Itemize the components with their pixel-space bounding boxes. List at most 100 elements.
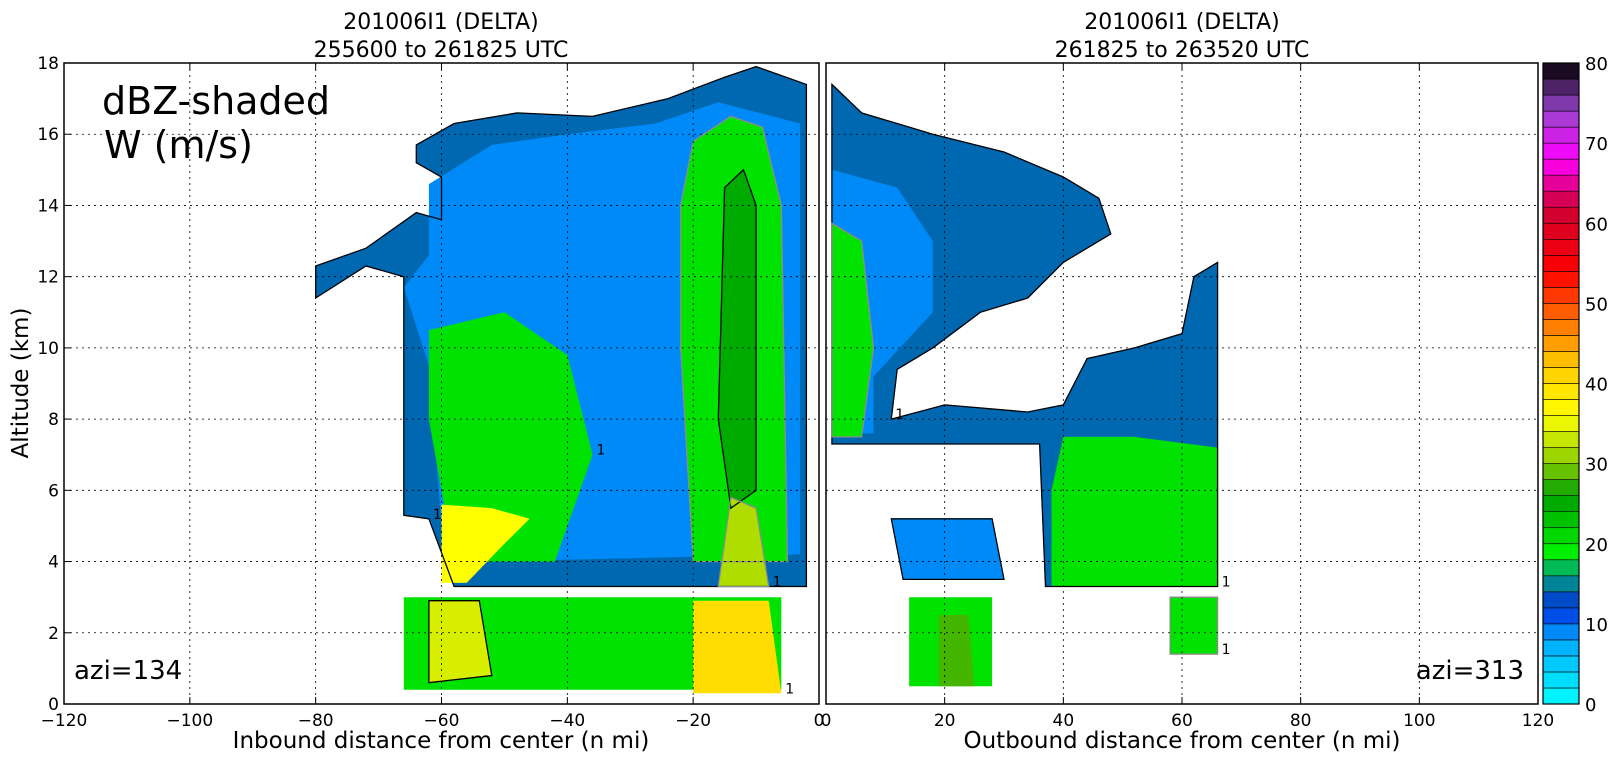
left-w-contour-label-3: 1 <box>597 443 606 459</box>
colorbar-segment-28 <box>1542 463 1580 480</box>
left-w-contour-label-0: 1 <box>433 507 442 523</box>
colorbar-segment-74 <box>1542 94 1580 112</box>
right-w-contour-label-3: 1 <box>1222 574 1231 590</box>
right-dbz-region-4 <box>891 518 1004 580</box>
colorbar: 0 10 20 30 40 50 60 70 80 <box>1542 54 1608 716</box>
colorbar-tick-label-7: 70 <box>1585 134 1608 155</box>
left-dbz-region-8 <box>428 600 492 683</box>
left-y-ticks: 0 2 4 6 8 10 12 14 16 18 <box>37 54 71 715</box>
colorbar-tick-label-1: 10 <box>1585 615 1608 636</box>
colorbar-segment-0 <box>1542 687 1580 705</box>
colorbar-segment-72 <box>1542 110 1580 128</box>
right-w-contour-0 <box>831 82 1219 588</box>
right-x-tick-label-0: 0 <box>821 711 832 731</box>
right-w-contours: 1 1 1 <box>831 82 1231 658</box>
right-w-contour-4 <box>890 518 1005 581</box>
left-w-contour-label-9: 1 <box>785 681 794 697</box>
right-x-axis-label: Outbound distance from center (n mi) <box>964 728 1401 754</box>
left-x-axis-label: Inbound distance from center (n mi) <box>233 728 650 754</box>
colorbar-segment-22 <box>1542 511 1580 529</box>
colorbar-segment-58 <box>1542 222 1580 240</box>
colorbar-segment-62 <box>1542 190 1580 208</box>
colorbar-segment-48 <box>1542 303 1580 320</box>
y-tick-label-4: 8 <box>48 410 59 430</box>
colorbar-tick-label-8: 80 <box>1585 54 1608 75</box>
colorbar-tick-label-0: 0 <box>1585 695 1596 716</box>
colorbar-segment-52 <box>1542 271 1580 288</box>
left-grid <box>64 63 819 704</box>
colorbar-segment-26 <box>1542 479 1580 496</box>
y-axis-label: Altitude (km) <box>8 308 34 459</box>
colorbar-segment-42 <box>1542 351 1580 368</box>
left-w-contour-0 <box>315 65 808 588</box>
y-tick-label-5: 10 <box>37 339 59 359</box>
left-title: 201006I1 (DELTA) <box>343 10 538 35</box>
left-x-tick-label-3: −60 <box>424 711 460 731</box>
right-w-contour-label-6: 1 <box>1222 642 1231 658</box>
right-dbz-shading <box>831 84 1218 687</box>
left-dbz-region-5 <box>441 504 530 583</box>
right-dbz-region-6 <box>1170 597 1218 655</box>
right-grid <box>826 63 1538 704</box>
colorbar-tick-label-4: 40 <box>1585 375 1608 396</box>
colorbar-segment-36 <box>1542 399 1580 416</box>
colorbar-segment-40 <box>1542 367 1580 384</box>
colorbar-tick-label-3: 30 <box>1585 455 1608 476</box>
right-dbz-region-7 <box>938 615 975 687</box>
right-w-contour-6 <box>1169 596 1219 655</box>
colorbar-segment-12 <box>1542 591 1580 609</box>
right-subtitle: 261825 to 263520 UTC <box>1055 38 1310 63</box>
y-tick-label-8: 16 <box>37 125 59 145</box>
colorbar-segment-34 <box>1542 415 1580 432</box>
colorbar-segment-8 <box>1542 623 1580 641</box>
left-dbz-region-3 <box>428 312 593 562</box>
y-tick-label-0: 0 <box>48 695 59 715</box>
left-dbz-region-4 <box>718 169 757 509</box>
y-tick-label-9: 18 <box>37 54 59 74</box>
colorbar-segment-76 <box>1542 78 1580 96</box>
colorbar-ticks: 0 10 20 30 40 50 60 70 80 <box>1585 54 1608 716</box>
colorbar-segment-64 <box>1542 174 1580 192</box>
colorbar-segment-20 <box>1542 527 1580 545</box>
colorbar-segment-66 <box>1542 158 1580 176</box>
colorbar-segment-54 <box>1542 255 1580 272</box>
left-azimuth-label: azi=134 <box>74 656 182 686</box>
left-dbz-region-7 <box>403 597 782 690</box>
right-x-tick-label-3: 60 <box>1171 711 1193 731</box>
right-x-ticks: 0 20 40 60 80 100 120 <box>821 63 1554 731</box>
left-x-tick-label-4: −40 <box>549 711 585 731</box>
colorbar-segment-2 <box>1542 671 1580 689</box>
colorbar-segment-14 <box>1542 575 1580 593</box>
colorbar-segment-10 <box>1542 607 1580 625</box>
right-x-tick-label-2: 40 <box>1053 711 1075 731</box>
colorbar-segment-24 <box>1542 495 1580 512</box>
right-x-tick-label-1: 20 <box>934 711 956 731</box>
y-tick-label-6: 12 <box>37 268 59 288</box>
right-x-tick-label-6: 120 <box>1522 711 1554 731</box>
colorbar-segment-70 <box>1542 126 1580 144</box>
colorbar-segment-32 <box>1542 431 1580 448</box>
left-x-tick-label-5: −20 <box>675 711 711 731</box>
colorbar-tick-label-5: 50 <box>1585 294 1608 315</box>
colorbar-segment-6 <box>1542 639 1580 657</box>
y-tick-label-7: 14 <box>37 196 59 216</box>
right-w-contour-2 <box>831 222 875 438</box>
colorbar-segment-38 <box>1542 383 1580 400</box>
left-x-tick-label-2: −80 <box>298 711 334 731</box>
colorbar-segment-46 <box>1542 319 1580 336</box>
left-x-ticks: −120 −100 −80 −60 −40 −20 0 <box>41 63 824 731</box>
y-tick-label-1: 2 <box>48 624 59 644</box>
y-tick-label-2: 4 <box>48 553 59 573</box>
colorbar-tick-label-2: 20 <box>1585 535 1608 556</box>
annotation-w-ms: W (m/s) <box>104 123 253 167</box>
left-w-contour-2 <box>679 115 789 563</box>
right-title: 201006I1 (DELTA) <box>1084 10 1279 35</box>
left-x-tick-label-0: −120 <box>41 711 88 731</box>
colorbar-segment-50 <box>1542 287 1580 304</box>
colorbar-segment-16 <box>1542 559 1580 577</box>
right-x-tick-label-5: 100 <box>1403 711 1435 731</box>
colorbar-segment-68 <box>1542 142 1580 160</box>
left-w-contour-8 <box>428 600 493 684</box>
annotation-dbz-shaded: dBZ-shaded <box>102 79 330 123</box>
